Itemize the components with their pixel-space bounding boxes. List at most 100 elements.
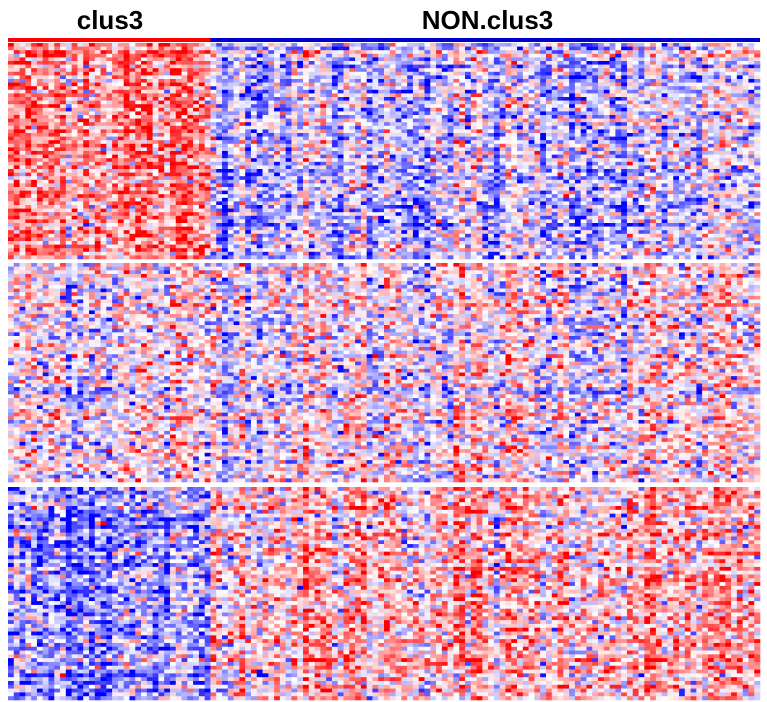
heatmap-cell	[279, 82, 286, 87]
heatmap-cell	[464, 154, 472, 159]
heatmap-cell	[586, 140, 593, 145]
heatmap-cell	[615, 125, 622, 130]
heatmap-cell	[499, 50, 506, 55]
heatmap-cell	[181, 100, 188, 105]
heatmap-cell	[731, 43, 738, 47]
heatmap-cell	[638, 143, 645, 148]
heatmap-cell	[430, 147, 437, 152]
heatmap-cell	[569, 143, 576, 148]
heatmap-cell	[650, 89, 657, 94]
heatmap-cell	[453, 46, 460, 51]
heatmap-cell	[476, 140, 483, 145]
heatmap-cell	[459, 75, 466, 80]
heatmap-cell	[707, 89, 715, 94]
heatmap-cell	[603, 43, 610, 47]
heatmap-cell	[626, 136, 634, 141]
heatmap-cell	[725, 136, 732, 141]
heatmap-cell	[401, 165, 408, 170]
heatmap-cell	[19, 64, 26, 69]
heatmap-cell	[216, 136, 223, 141]
heatmap-cell	[285, 43, 292, 47]
heatmap-cell	[476, 57, 483, 62]
heatmap-cell	[517, 169, 524, 173]
heatmap-cell	[83, 169, 90, 173]
heatmap-cell	[36, 61, 43, 65]
heatmap-cell	[158, 82, 165, 87]
heatmap-cell	[337, 169, 344, 173]
heatmap-cell	[279, 133, 286, 137]
heatmap-cell	[262, 79, 269, 83]
heatmap-cell	[464, 176, 472, 181]
heatmap-cell	[36, 111, 43, 116]
heatmap-cell	[528, 125, 535, 130]
heatmap-cell	[360, 161, 367, 166]
heatmap-cell	[713, 100, 720, 105]
heatmap-cell	[337, 111, 344, 116]
heatmap-cell	[563, 97, 570, 101]
heatmap-cell	[615, 71, 622, 76]
heatmap-cell	[412, 154, 419, 159]
heatmap-cell	[436, 71, 443, 76]
heatmap-cell	[279, 136, 286, 141]
heatmap-cell	[193, 100, 200, 105]
group-label-clus3: clus3	[10, 4, 210, 36]
heatmap-cell	[378, 118, 385, 123]
heatmap-cell	[326, 107, 333, 112]
heatmap-cell	[592, 71, 599, 76]
heatmap-cell	[754, 140, 761, 145]
heatmap-cell	[216, 86, 223, 91]
heatmap-cell	[279, 93, 286, 98]
heatmap-cell	[603, 176, 610, 181]
heatmap-cell	[650, 53, 657, 58]
heatmap-cell	[436, 86, 443, 91]
heatmap-cell	[517, 125, 524, 130]
heatmap-cell	[482, 125, 489, 130]
heatmap-cell	[719, 82, 726, 87]
heatmap-cell	[522, 125, 529, 130]
heatmap-cell	[598, 46, 605, 51]
heatmap-cell	[31, 107, 38, 112]
heatmap-cell	[279, 57, 286, 62]
heatmap-cell	[245, 43, 252, 47]
heatmap-cell	[545, 46, 553, 51]
heatmap-cell	[25, 64, 32, 69]
heatmap-cell	[459, 61, 466, 65]
heatmap-cell	[407, 86, 414, 91]
heatmap-cell	[679, 172, 686, 177]
heatmap-cell	[418, 50, 425, 55]
heatmap-cell	[308, 111, 315, 116]
heatmap-cell	[679, 89, 686, 94]
heatmap-cell	[592, 161, 599, 166]
heatmap-cell	[569, 122, 576, 127]
heatmap-cell	[36, 104, 43, 109]
heatmap-cell	[360, 115, 367, 119]
heatmap-cell	[713, 50, 720, 55]
heatmap-cell	[742, 151, 749, 155]
heatmap-cell	[117, 172, 124, 177]
heatmap-cell	[569, 89, 576, 94]
heatmap-cell	[690, 125, 697, 130]
heatmap-cell	[268, 147, 275, 152]
heatmap-cell	[8, 107, 15, 112]
heatmap-cell	[621, 61, 628, 65]
heatmap-cell	[65, 136, 72, 141]
heatmap-cell	[146, 86, 153, 91]
heatmap-cell	[598, 129, 605, 134]
heatmap-cell	[239, 100, 246, 105]
heatmap-cell	[233, 68, 240, 73]
heatmap-cell	[216, 125, 223, 130]
heatmap-cell	[459, 118, 466, 123]
heatmap-cell	[534, 176, 541, 181]
heatmap-cell	[696, 169, 703, 173]
heatmap-cell	[297, 107, 304, 112]
heatmap-cell	[13, 53, 20, 58]
heatmap-cell	[412, 111, 419, 116]
heatmap-cell	[343, 89, 350, 94]
heatmap-cell	[88, 89, 96, 94]
heatmap-cell	[158, 111, 165, 116]
heatmap-cell	[146, 147, 153, 152]
heatmap-cell	[297, 75, 304, 80]
heatmap-cell	[158, 154, 165, 159]
heatmap-cell	[754, 118, 761, 123]
heatmap-cell	[77, 111, 84, 116]
